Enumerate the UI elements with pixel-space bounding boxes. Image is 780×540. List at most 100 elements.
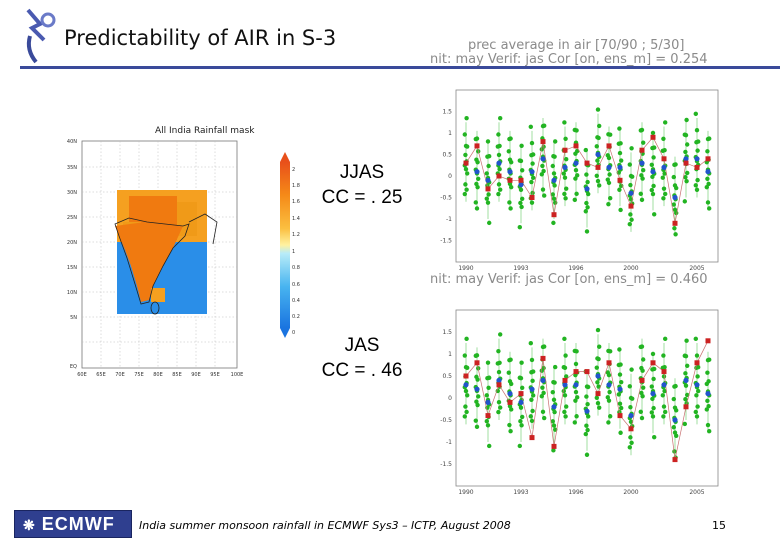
ensemble-member-point bbox=[487, 220, 492, 226]
ensemble-member-point bbox=[564, 157, 569, 162]
ensemble-member-point bbox=[597, 183, 602, 188]
ensemble-member-point bbox=[539, 172, 544, 177]
ensemble-member-point bbox=[628, 173, 634, 179]
ensemble-member-point bbox=[474, 374, 479, 380]
ensemble-member-point bbox=[672, 405, 678, 410]
plot-title-top: prec average in air [70/90 ; 5/30] bbox=[468, 38, 685, 53]
ensemble-member-point bbox=[484, 171, 489, 176]
ensemble-member-point bbox=[583, 209, 588, 214]
ensemble-member-point bbox=[506, 149, 511, 154]
x-tick-label: 2005 bbox=[689, 265, 704, 272]
ensemble-mean-point bbox=[683, 156, 689, 162]
lat-label: 15N bbox=[67, 265, 77, 271]
ensemble-member-point bbox=[683, 397, 688, 402]
ensemble-member-point bbox=[541, 390, 546, 396]
ensemble-member-point bbox=[574, 414, 579, 419]
ensemble-member-point bbox=[464, 336, 469, 342]
observed-point bbox=[529, 195, 535, 200]
ensemble-member-point bbox=[463, 404, 468, 409]
ensemble-member-point bbox=[618, 362, 623, 367]
ensemble-member-point bbox=[551, 220, 556, 226]
observed-point bbox=[474, 360, 480, 366]
ensemble-member-point bbox=[617, 401, 623, 406]
ensemble-member-point bbox=[594, 144, 599, 149]
ensemble-member-point bbox=[496, 409, 501, 415]
ensemble-member-point bbox=[652, 212, 657, 217]
x-tick-label: 2000 bbox=[623, 489, 638, 496]
ensemble-member-point bbox=[551, 171, 557, 176]
ensemble-member-point bbox=[564, 404, 569, 409]
ensemble-member-point bbox=[649, 187, 654, 193]
ensemble-member-point bbox=[693, 409, 698, 415]
ensemble-member-point bbox=[649, 384, 654, 389]
y-tick-label: 0.5 bbox=[442, 152, 452, 159]
ensemble-member-point bbox=[707, 429, 712, 434]
ensemble-member-point bbox=[550, 192, 555, 197]
ensemble-member-point bbox=[705, 149, 710, 154]
observed-point bbox=[661, 156, 667, 162]
ensemble-member-point bbox=[485, 200, 491, 205]
ensemble-member-point bbox=[597, 344, 602, 349]
y-tick-label: -1 bbox=[446, 216, 452, 223]
colorbar-label: 1 bbox=[292, 249, 295, 255]
ensemble-member-point bbox=[608, 195, 613, 201]
ensemble-member-point bbox=[520, 414, 525, 420]
ensemble-mean-point bbox=[617, 386, 623, 392]
ensemble-member-point bbox=[662, 365, 667, 370]
ensemble-mean-point bbox=[628, 413, 634, 419]
ensemble-member-point bbox=[530, 408, 535, 414]
x-tick-label: 2000 bbox=[623, 265, 638, 272]
ensemble-member-point bbox=[574, 128, 579, 133]
ensemble-member-point bbox=[531, 393, 536, 398]
ensemble-member-point bbox=[595, 158, 600, 163]
ensemble-member-point bbox=[662, 148, 667, 153]
ensemble-member-point bbox=[672, 430, 678, 435]
lon-label: 85E bbox=[172, 372, 182, 378]
ensemble-member-point bbox=[608, 132, 613, 137]
ensemble-member-point bbox=[508, 206, 513, 211]
ensemble-member-point bbox=[473, 200, 478, 205]
ensemble-member-point bbox=[639, 390, 644, 396]
y-tick-label: 1.5 bbox=[442, 329, 452, 336]
ensemble-member-point bbox=[463, 167, 469, 172]
ensemble-member-point bbox=[682, 132, 687, 137]
ensemble-member-point bbox=[639, 173, 644, 178]
ensemble-member-point bbox=[563, 196, 568, 201]
ensemble-member-point bbox=[663, 336, 668, 342]
ensemble-member-point bbox=[542, 415, 547, 421]
ensemble-member-point bbox=[507, 181, 513, 187]
ensemble-mean-point bbox=[650, 391, 656, 397]
ensemble-member-point bbox=[564, 186, 569, 191]
ensemble-member-point bbox=[672, 162, 677, 168]
ensemble-member-point bbox=[541, 168, 546, 174]
ensemble-member-point bbox=[597, 123, 602, 129]
ensemble-member-point bbox=[617, 372, 623, 377]
ensemble-member-point bbox=[539, 394, 544, 399]
ensemble-member-point bbox=[519, 143, 524, 148]
ensemble-member-point bbox=[584, 384, 590, 389]
ensemble-member-point bbox=[463, 152, 468, 158]
ensemble-member-point bbox=[507, 379, 513, 384]
ecmwf-logo-text: ECMWF bbox=[41, 514, 115, 534]
ensemble-member-point bbox=[519, 204, 524, 210]
ensemble-member-point bbox=[551, 379, 556, 385]
ensemble-mean-point bbox=[562, 164, 568, 170]
ensemble-member-point bbox=[463, 365, 469, 370]
lon-label: 90E bbox=[191, 372, 201, 378]
lat-label: 40N bbox=[67, 139, 77, 145]
ensemble-member-point bbox=[583, 147, 588, 153]
ensemble-member-point bbox=[652, 434, 657, 440]
ensemble-member-point bbox=[694, 393, 699, 398]
ensemble-member-point bbox=[652, 366, 657, 372]
ensemble-mean-point bbox=[485, 177, 491, 183]
ensemble-member-point bbox=[628, 435, 633, 440]
observed-point bbox=[606, 143, 612, 149]
slide-title: Predictability of AIR in S-3 bbox=[64, 26, 337, 50]
ensemble-member-point bbox=[530, 378, 535, 384]
ensemble-member-point bbox=[519, 360, 524, 365]
map-title: All India Rainfall mask bbox=[155, 126, 255, 136]
observed-point bbox=[529, 435, 535, 441]
ensemble-member-point bbox=[474, 206, 480, 211]
ensemble-member-point bbox=[629, 367, 634, 372]
ensemble-member-point bbox=[485, 423, 491, 428]
